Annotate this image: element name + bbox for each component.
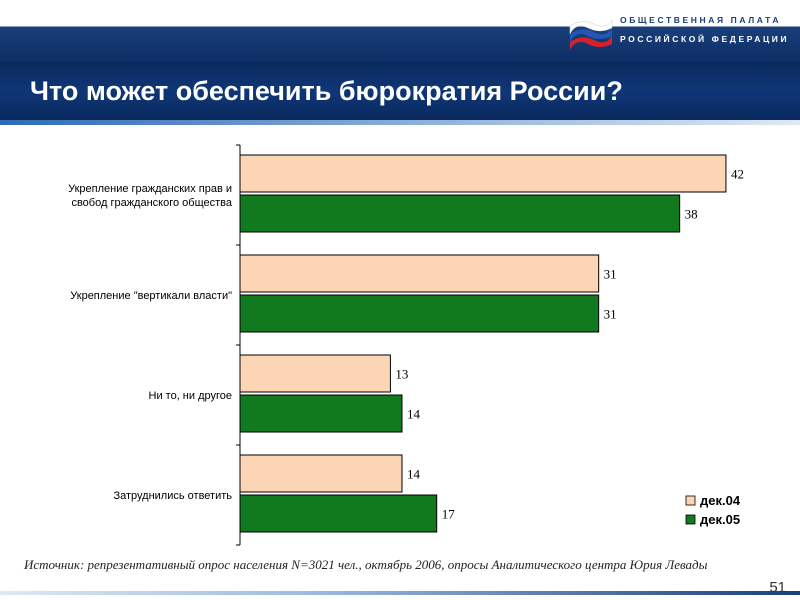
title-divider bbox=[0, 120, 800, 125]
bar bbox=[239, 494, 438, 533]
data-label: 13 bbox=[395, 367, 408, 382]
data-label: 42 bbox=[731, 167, 744, 182]
bar bbox=[239, 254, 600, 293]
data-label: 31 bbox=[604, 267, 617, 282]
source-note: Источник: репрезентативный опрос населен… bbox=[24, 557, 708, 572]
data-label: 38 bbox=[685, 207, 698, 222]
bar bbox=[239, 354, 391, 393]
bar-chart: Укрепление гражданских прав и свобод граж… bbox=[68, 144, 744, 546]
bar bbox=[239, 294, 600, 333]
bar bbox=[239, 154, 727, 193]
title-band bbox=[0, 62, 800, 120]
legend-label: дек.05 bbox=[700, 512, 740, 527]
data-label: 17 bbox=[442, 507, 456, 522]
flag-logo-icon bbox=[569, 19, 613, 50]
bar bbox=[239, 194, 681, 233]
page-number: 51 bbox=[769, 579, 786, 596]
legend-swatch bbox=[685, 514, 696, 525]
legend-label: дек.04 bbox=[700, 493, 741, 508]
bar bbox=[239, 394, 403, 433]
category-label: Укрепление гражданских прав и bbox=[68, 183, 232, 195]
org-name-line1: ОБЩЕСТВЕННАЯ ПАЛАТА bbox=[620, 15, 782, 25]
data-label: 14 bbox=[407, 467, 421, 482]
org-name-line2: РОССИЙСКОЙ ФЕДЕРАЦИИ bbox=[620, 34, 790, 44]
header-band bbox=[0, 0, 800, 62]
category-label: Ни то, ни другое bbox=[149, 390, 232, 402]
category-label: Укрепление "вертикали власти" bbox=[70, 290, 232, 302]
category-label: Затруднились ответить bbox=[113, 490, 232, 502]
bar bbox=[239, 454, 403, 493]
data-label: 31 bbox=[604, 307, 617, 322]
page-title: Что может обеспечить бюрократия России? bbox=[30, 76, 623, 106]
legend-swatch bbox=[685, 495, 696, 506]
data-label: 14 bbox=[407, 407, 421, 422]
footer-divider bbox=[0, 591, 800, 595]
category-label: свобод гражданского общества bbox=[71, 197, 232, 209]
